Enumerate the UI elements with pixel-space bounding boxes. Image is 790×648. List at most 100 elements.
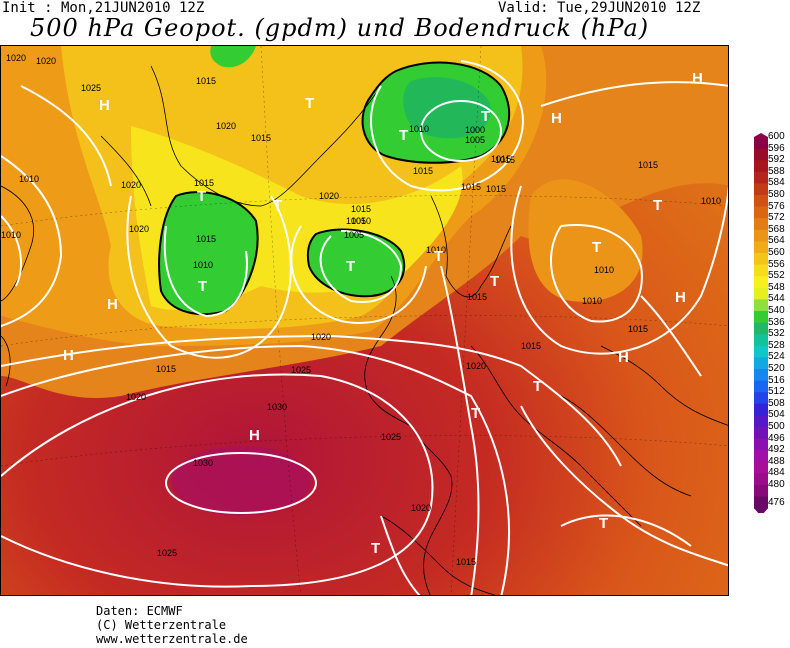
legend-value: 484	[768, 467, 785, 479]
high-symbol: H	[551, 110, 562, 127]
isobar-label: 1010	[594, 265, 614, 275]
legend-swatch	[754, 427, 768, 440]
isobar-label: 1005	[465, 135, 485, 145]
low-symbol: T	[197, 188, 206, 205]
color-legend	[754, 133, 768, 513]
legend-value: 496	[768, 432, 785, 444]
isobar-label: 1015	[413, 166, 433, 176]
isobar-labels: 1020 1025 1015 1020 1010 1020 1020 1015 …	[1, 53, 721, 567]
legend-swatch	[754, 496, 768, 509]
low-symbol: T	[273, 197, 282, 214]
high-symbol: H	[675, 289, 686, 306]
legend-swatch	[754, 171, 768, 184]
legend-value: 488	[768, 455, 785, 467]
legend-swatch	[754, 218, 768, 231]
legend-value: 532	[768, 328, 785, 340]
legend-value: 580	[768, 189, 785, 200]
isobar-label: 1020	[319, 191, 339, 201]
isobar-label: 1010	[19, 174, 39, 184]
isobars	[1, 60, 728, 595]
legend-swatch	[754, 485, 768, 498]
isobar-label: 1005	[344, 230, 364, 240]
legend-value: 600	[768, 131, 785, 142]
isobar-label: 1020	[311, 332, 331, 342]
legend-value: 520	[768, 363, 785, 374]
grid-lines	[1, 46, 728, 595]
legend-value: 528	[768, 339, 785, 351]
isobar-label: 1000	[465, 125, 485, 135]
valid-time: Valid: Tue,29JUN2010 12Z	[498, 0, 701, 16]
isobar-label: 1025	[81, 83, 101, 93]
legend-value: 592	[768, 154, 785, 166]
legend-swatch	[754, 183, 768, 196]
isobar-label: 1015	[196, 76, 216, 86]
legend-value: 556	[768, 258, 785, 270]
isobar-label: 1010	[409, 124, 429, 134]
legend-value: 524	[768, 351, 785, 363]
high-symbol: H	[107, 296, 118, 313]
legend-value: 564	[768, 235, 785, 247]
legend-value: 540	[768, 305, 785, 316]
footer: Daten: ECMWF (C) Wetterzentrale www.wett…	[96, 604, 248, 646]
isobar-label: 1015	[486, 184, 506, 194]
legend-swatch	[754, 345, 768, 358]
isobar-label: 1015	[194, 178, 214, 188]
legend-value: 492	[768, 444, 785, 456]
legend-value: 548	[768, 281, 785, 293]
low-symbol: T	[490, 273, 499, 290]
isobar-label: 1020	[36, 56, 56, 66]
legend-value: 584	[768, 177, 785, 189]
legend-swatch	[754, 392, 768, 405]
low-iceland	[306, 228, 406, 298]
legend-swatch	[754, 229, 768, 242]
high-symbol: H	[618, 349, 629, 366]
legend-value: 480	[768, 479, 785, 490]
high-symbol: H	[692, 70, 703, 87]
legend-swatch	[754, 276, 768, 289]
legend-swatch	[754, 450, 768, 463]
isobar-label: 1010	[1, 230, 21, 240]
low-symbol: T	[599, 515, 608, 532]
low-top	[210, 46, 256, 68]
isobar-label: 1020	[6, 53, 26, 63]
legend-top-arrow	[754, 133, 768, 137]
legend-swatch	[754, 322, 768, 335]
footer-data-source: Daten: ECMWF	[96, 604, 183, 618]
legend-swatch	[754, 299, 768, 312]
init-time: Init : Mon,21JUN2010 12Z	[2, 0, 205, 16]
isobar-label: 1025	[291, 365, 311, 375]
legend-swatch	[754, 137, 768, 150]
isobar-label: 1025	[157, 548, 177, 558]
low-symbol: T	[434, 248, 443, 265]
isobar-label: 1015	[196, 234, 216, 244]
isobar-label: 1015	[351, 204, 371, 214]
isobar-label: 1010	[193, 260, 213, 270]
low-symbol: T	[653, 197, 662, 214]
footer-copyright: (C) Wetterzentrale	[96, 618, 227, 632]
isobar-label: 1020	[129, 224, 149, 234]
legend-value: 576	[768, 200, 785, 212]
map-title: 500 hPa Geopot. (gpdm) und Bodendruck (h…	[30, 14, 650, 42]
high-symbol: H	[63, 347, 74, 364]
weather-map[interactable]: 1020 1025 1015 1020 1010 1020 1020 1015 …	[0, 45, 729, 596]
legend-swatch	[754, 380, 768, 393]
legend-value: 504	[768, 409, 785, 421]
isobar-label: 1015	[456, 557, 476, 567]
isobar-label: 1010	[351, 216, 371, 226]
legend-value: 560	[768, 247, 785, 258]
isobar-label: 1010	[701, 196, 721, 206]
footer-url[interactable]: www.wetterzentrale.de	[96, 632, 248, 646]
low-symbol: T	[198, 278, 207, 295]
band-east	[528, 179, 643, 302]
isobar-label: 1030	[193, 458, 213, 468]
legend-value: 536	[768, 316, 785, 328]
legend-value: 544	[768, 293, 785, 305]
legend-swatch	[754, 253, 768, 266]
legend-swatch	[754, 369, 768, 382]
isobar-label: 1015	[156, 364, 176, 374]
high-symbol: H	[249, 427, 260, 444]
legend-value: 588	[768, 165, 785, 177]
low-symbol: T	[471, 405, 480, 422]
legend-value: 552	[768, 270, 785, 282]
low-scandinavia-core	[403, 77, 491, 139]
